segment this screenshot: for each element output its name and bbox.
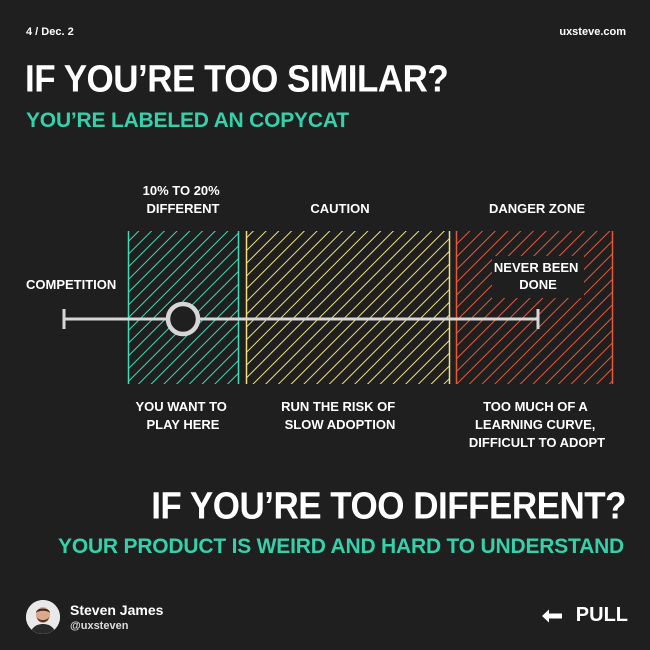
avatar[interactable] [26, 600, 60, 634]
page-indicator: 4 / Dec. 2 [26, 26, 74, 38]
never-been-done-label: NEVER BEEN DONE [494, 260, 582, 292]
author-text: Steven James @uxsteven [70, 601, 163, 633]
position-marker[interactable] [165, 301, 201, 337]
subline-top: YOU’RE LABELED AN COPYCAT [26, 109, 349, 132]
zone-yellow-header: CAUTION [310, 201, 369, 216]
zone-red [455, 231, 614, 384]
headline-bottom: IF YOU’RE TOO DIFFERENT? [151, 485, 626, 528]
inner-label-bg [492, 256, 584, 298]
zone-green-footer: YOU WANT TO PLAY HERE [135, 399, 230, 432]
site-url[interactable]: uxsteve.com [559, 26, 626, 38]
author-handle: @uxsteven [70, 620, 129, 632]
pull-button[interactable]: PULL [540, 604, 628, 627]
difference-diagram: 10% TO 20% DIFFERENT CAUTION DANGER ZONE… [26, 183, 614, 450]
author-name: Steven James [70, 602, 164, 618]
zone-red-footer: TOO MUCH OF A LEARNING CURVE, DIFFICULT … [469, 399, 605, 450]
author-block[interactable]: Steven James @uxsteven [26, 600, 163, 634]
zone-yellow [245, 231, 451, 384]
avatar-portrait-icon [26, 600, 60, 634]
competition-label: COMPETITION [26, 277, 116, 292]
zone-red-header: DANGER ZONE [489, 201, 585, 216]
pull-label: PULL [575, 604, 628, 626]
headline-top: IF YOU’RE TOO SIMILAR? [25, 58, 449, 101]
subline-bottom: YOUR PRODUCT IS WEIRD AND HARD TO UNDERS… [58, 535, 624, 558]
zone-green-header: 10% TO 20% DIFFERENT [143, 183, 224, 216]
arrow-left-icon [541, 609, 562, 622]
zone-yellow-footer: RUN THE RISK OF SLOW ADOPTION [281, 399, 399, 432]
spectrum-line [62, 309, 540, 329]
